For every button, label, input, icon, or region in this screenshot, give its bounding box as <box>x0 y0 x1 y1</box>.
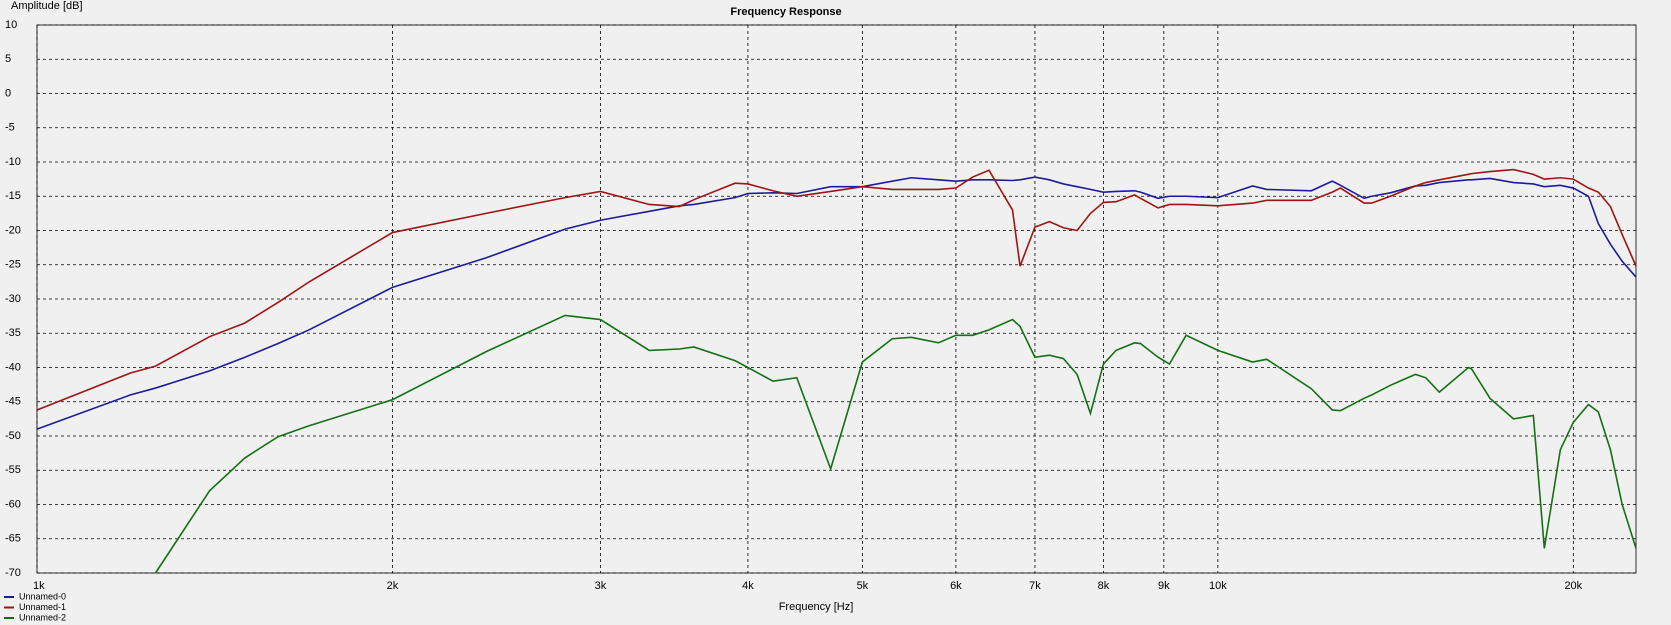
y-tick-label: -55 <box>5 464 21 476</box>
y-tick-label: -25 <box>5 259 21 271</box>
x-tick-label: 2k <box>387 580 399 592</box>
x-tick-label: 1k <box>33 580 45 592</box>
x-tick-label: 10k <box>1209 580 1227 592</box>
chart-title: Frequency Response <box>730 6 841 18</box>
y-tick-label: -20 <box>5 224 21 236</box>
series-line <box>36 168 1637 411</box>
y-tick-label: 5 <box>5 53 11 65</box>
x-tick-label: 4k <box>742 580 754 592</box>
x-axis-label: Frequency [Hz] <box>779 601 854 613</box>
x-tick-label: 20k <box>1564 580 1582 592</box>
x-tick-label: 3k <box>595 580 607 592</box>
x-tick-label: 9k <box>1158 580 1170 592</box>
y-tick-label: -65 <box>5 533 21 545</box>
y-tick-label: -60 <box>5 498 21 510</box>
series-line <box>154 314 1637 574</box>
y-tick-label: -45 <box>5 396 21 408</box>
y-tick-label: -15 <box>5 190 21 202</box>
y-tick-label: -50 <box>5 430 21 442</box>
y-tick-label: -10 <box>5 156 21 168</box>
y-tick-label: -5 <box>5 122 15 134</box>
y-tick-label: -40 <box>5 361 21 373</box>
y-tick-label: -35 <box>5 327 21 339</box>
y-tick-label: -30 <box>5 293 21 305</box>
y-tick-label: 0 <box>5 87 11 99</box>
x-tick-label: 7k <box>1029 580 1041 592</box>
y-tick-label: -70 <box>5 567 21 579</box>
x-tick-label: 5k <box>857 580 869 592</box>
legend-label: Unnamed-2 <box>19 612 66 622</box>
x-tick-label: 8k <box>1098 580 1110 592</box>
y-axis-label: Amplitude [dB] <box>11 0 83 12</box>
x-tick-label: 6k <box>950 580 962 592</box>
legend-label: Unnamed-0 <box>19 591 66 601</box>
series-line <box>36 176 1637 430</box>
y-tick-label: 10 <box>5 19 17 31</box>
legend-label: Unnamed-1 <box>19 602 66 612</box>
